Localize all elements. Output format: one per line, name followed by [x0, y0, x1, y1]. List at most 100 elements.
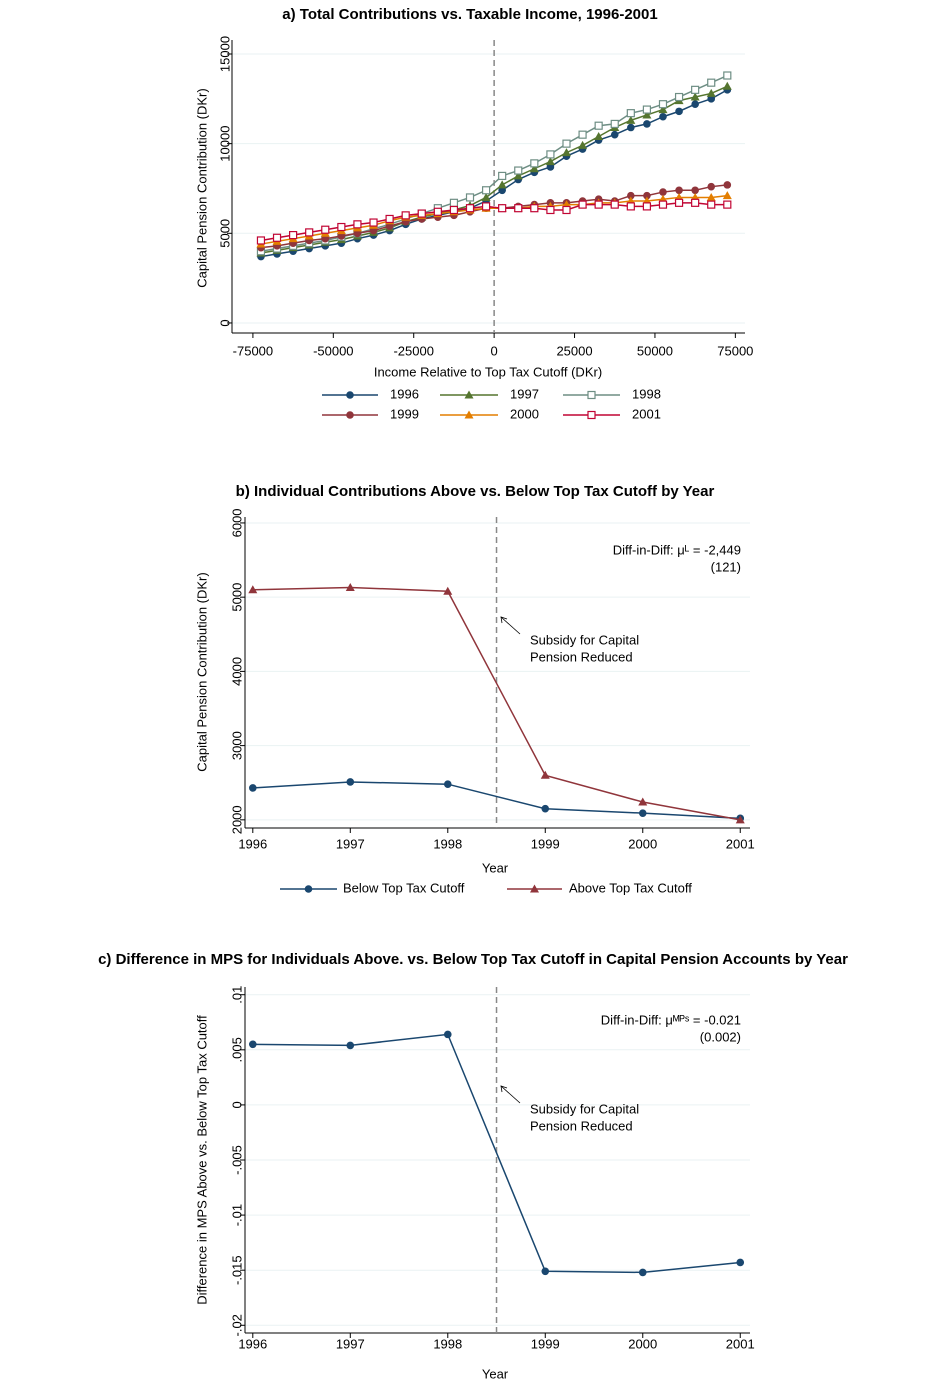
marker — [498, 171, 507, 181]
marker — [369, 218, 378, 227]
y-tick-label: 10000 — [217, 126, 232, 162]
marker — [691, 198, 700, 207]
marker — [706, 192, 716, 201]
y-tick-label: 5000 — [217, 219, 232, 248]
marker — [443, 586, 453, 595]
marker — [248, 1040, 257, 1049]
event-label: Subsidy for Capital — [530, 1101, 639, 1116]
legend-label: Above Top Tax Cutoff — [569, 880, 692, 895]
marker — [707, 78, 716, 87]
marker — [594, 131, 604, 140]
legend-label: 1996 — [390, 386, 419, 401]
marker — [345, 583, 355, 592]
marker — [248, 784, 257, 792]
x-axis-label: Year — [482, 860, 509, 875]
x-axis-label: Income Relative to Top Tax Cutoff (DKr) — [374, 364, 602, 379]
marker — [529, 164, 539, 173]
marker — [449, 205, 459, 215]
marker — [691, 186, 699, 195]
marker — [722, 81, 732, 90]
marker — [675, 186, 683, 195]
x-tick-label: 2001 — [726, 1336, 755, 1351]
legend-label: 1999 — [390, 406, 419, 421]
x-tick-label: 2000 — [628, 836, 657, 851]
marker — [610, 119, 619, 129]
marker — [736, 1258, 745, 1267]
legend-marker — [464, 410, 474, 419]
x-tick-label: -75000 — [233, 343, 273, 358]
marker — [627, 191, 635, 200]
x-tick-label: 1998 — [433, 836, 462, 851]
marker — [659, 188, 667, 196]
marker — [514, 204, 523, 213]
marker — [643, 191, 651, 200]
marker — [321, 225, 330, 234]
marker — [346, 1041, 355, 1050]
marker — [530, 204, 539, 213]
marker — [498, 204, 507, 213]
marker — [642, 202, 652, 211]
marker — [401, 211, 410, 220]
marker — [465, 193, 475, 202]
marker — [449, 198, 459, 207]
marker — [545, 157, 555, 166]
y-tick-label: .01 — [229, 986, 244, 1004]
marker — [642, 105, 652, 114]
y-tick-label: -.015 — [229, 1255, 244, 1285]
y-tick-label: 2000 — [229, 805, 244, 834]
marker — [562, 139, 571, 148]
event-label: Pension Reduced — [530, 649, 633, 664]
marker — [674, 198, 684, 207]
legend-marker — [587, 390, 596, 400]
series-line — [252, 586, 741, 821]
marker — [433, 207, 442, 216]
x-tick-label: 25000 — [556, 343, 592, 358]
marker — [626, 202, 635, 211]
annotation: (0.002) — [700, 1029, 741, 1044]
marker — [346, 778, 355, 786]
x-tick-label: -50000 — [313, 343, 353, 358]
y-tick-label: -.01 — [229, 1204, 244, 1226]
marker — [610, 200, 619, 209]
marker — [305, 228, 314, 237]
legend-marker — [464, 390, 474, 399]
legend-marker — [304, 885, 313, 893]
y-tick-label: 15000 — [217, 36, 232, 72]
marker — [659, 112, 667, 121]
marker — [626, 115, 636, 124]
marker — [594, 121, 603, 130]
marker — [658, 200, 668, 209]
marker — [541, 804, 550, 813]
marker — [540, 770, 550, 779]
y-tick-label: -.005 — [229, 1145, 244, 1175]
x-tick-label: 1996 — [238, 836, 267, 851]
marker — [707, 200, 716, 209]
x-tick-label: 0 — [491, 343, 498, 358]
y-tick-label: 3000 — [229, 731, 244, 760]
y-tick-label: 0 — [217, 319, 232, 326]
marker — [385, 214, 394, 224]
marker — [578, 140, 588, 149]
marker — [674, 92, 684, 102]
marker — [735, 815, 745, 824]
marker — [417, 209, 426, 218]
x-tick-label: -25000 — [393, 343, 433, 358]
legend-marker — [530, 884, 539, 893]
marker — [513, 171, 523, 180]
marker — [627, 123, 635, 132]
y-axis-label: Capital Pension Contribution (DKr) — [194, 88, 209, 287]
marker — [691, 85, 700, 94]
series-line — [252, 781, 741, 820]
legend-label: 1998 — [632, 386, 661, 401]
x-tick-label: 1997 — [336, 1336, 365, 1351]
annotation: Diff-in-Diff: μᴹᴾˢ = -0.021 — [601, 1012, 741, 1027]
x-axis-label: Year — [482, 1366, 509, 1381]
marker — [638, 797, 648, 806]
marker — [353, 220, 362, 229]
marker — [530, 159, 539, 168]
marker — [675, 107, 683, 116]
marker — [723, 200, 732, 209]
event-label: Pension Reduced — [530, 1118, 633, 1133]
marker — [337, 222, 346, 232]
